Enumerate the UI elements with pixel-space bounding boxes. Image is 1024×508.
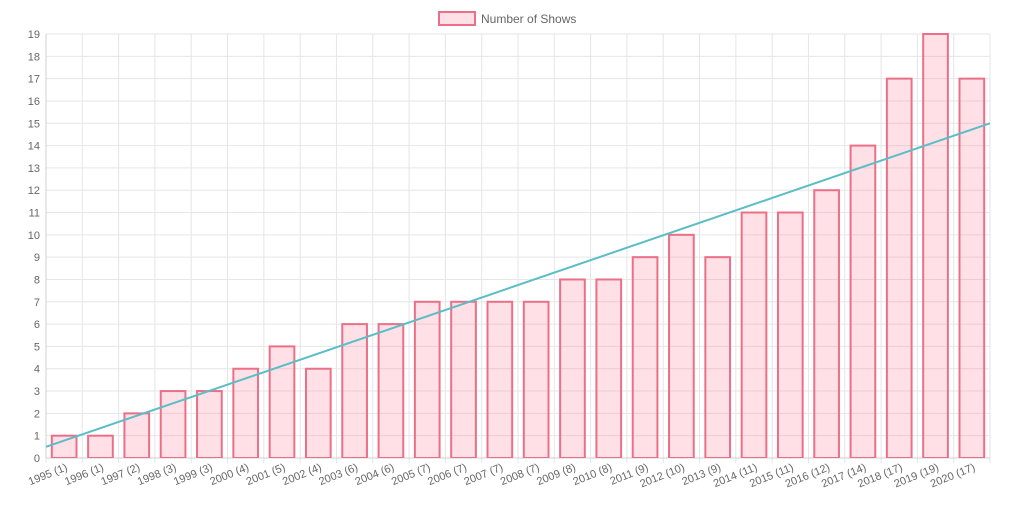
bar[interactable] xyxy=(559,278,586,458)
y-tick-label: 13 xyxy=(28,163,40,175)
bar[interactable] xyxy=(196,390,223,458)
bar[interactable] xyxy=(341,323,368,458)
bar[interactable] xyxy=(159,390,187,458)
bar[interactable] xyxy=(704,256,732,458)
bar[interactable] xyxy=(631,256,659,458)
y-tick-label: 7 xyxy=(34,297,40,309)
y-tick-label: 1 xyxy=(34,431,40,443)
x-tick-label: 2005 (7) xyxy=(390,462,432,488)
bar[interactable] xyxy=(849,144,877,458)
x-tick-label: 2009 (8) xyxy=(535,462,577,488)
x-tick-label: 1995 (1) xyxy=(27,462,69,488)
y-tick-label: 16 xyxy=(28,96,40,108)
y-tick-label: 17 xyxy=(28,74,40,86)
y-tick-label: 0 xyxy=(34,453,40,465)
legend-label: Number of Shows xyxy=(481,12,576,26)
bar[interactable] xyxy=(123,412,151,458)
bar[interactable] xyxy=(304,367,332,458)
x-tick-label: 1997 (2) xyxy=(99,462,141,488)
x-tick-label: 1999 (3) xyxy=(172,462,214,488)
x-tick-label: 2000 (4) xyxy=(208,462,250,488)
trend-line xyxy=(45,122,991,448)
bar[interactable] xyxy=(776,211,804,458)
y-tick-label: 12 xyxy=(28,185,40,197)
x-tick-label: 1996 (1) xyxy=(63,462,105,488)
y-tick-label: 3 xyxy=(34,386,40,398)
x-tick-label: 2008 (7) xyxy=(499,462,541,488)
bar[interactable] xyxy=(958,77,986,458)
bar[interactable] xyxy=(413,300,441,458)
bar[interactable] xyxy=(50,434,78,458)
x-tick-label: 2007 (7) xyxy=(462,462,504,488)
bar[interactable] xyxy=(450,300,477,458)
bar[interactable] xyxy=(232,367,260,458)
x-tick-label: 2004 (6) xyxy=(354,462,396,488)
x-tick-label: 2006 (7) xyxy=(426,462,468,488)
y-tick-label: 15 xyxy=(28,118,40,130)
y-tick-label: 9 xyxy=(34,252,40,264)
bar[interactable] xyxy=(595,278,623,458)
bar[interactable] xyxy=(486,300,514,458)
bar[interactable] xyxy=(668,233,695,458)
y-tick-label: 19 xyxy=(28,29,40,41)
y-tick-label: 10 xyxy=(28,230,40,242)
x-axis-ticks: 1995 (1)1996 (1)1997 (2)1998 (3)1999 (3)… xyxy=(27,462,977,491)
bar[interactable] xyxy=(377,323,405,458)
trend-line-layer xyxy=(45,122,991,448)
x-tick-label: 2002 (4) xyxy=(281,462,323,488)
x-tick-label: 1998 (3) xyxy=(136,462,178,488)
y-tick-label: 2 xyxy=(34,408,40,420)
legend[interactable]: Number of Shows xyxy=(438,11,576,26)
bar[interactable] xyxy=(813,189,840,458)
bar[interactable] xyxy=(885,77,913,458)
bar[interactable] xyxy=(922,33,949,458)
bar[interactable] xyxy=(740,211,768,458)
x-tick-label: 2001 (5) xyxy=(245,462,287,488)
bars xyxy=(50,33,986,458)
bar[interactable] xyxy=(87,434,114,458)
bar[interactable] xyxy=(522,300,550,458)
y-tick-label: 14 xyxy=(28,141,40,153)
y-tick-label: 6 xyxy=(34,319,40,331)
x-tick-label: 2003 (6) xyxy=(317,462,359,488)
y-tick-label: 11 xyxy=(29,208,40,220)
x-tick-label: 2010 (8) xyxy=(571,462,613,488)
legend-swatch xyxy=(438,11,476,26)
y-tick-label: 5 xyxy=(34,341,40,353)
y-tick-label: 18 xyxy=(28,51,40,63)
grid-lines xyxy=(45,33,991,463)
y-tick-label: 8 xyxy=(34,274,40,286)
y-tick-label: 4 xyxy=(34,364,40,376)
